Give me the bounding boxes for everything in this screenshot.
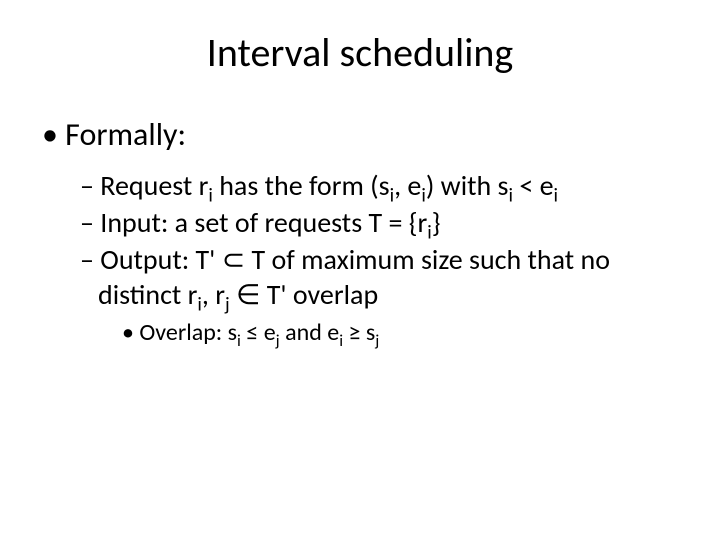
bullet-level3-item: Overlap: si ≤ ej and ei ≥ sj	[138, 318, 690, 347]
bullet-level2-item: Output: T' ⊂ T of maximum size such that…	[98, 242, 690, 312]
bullet-level2-item: Input: a set of requests T = {ri}	[98, 205, 690, 240]
bullet-level1: Formally:	[42, 115, 690, 154]
slide-title: Interval scheduling	[30, 28, 690, 77]
bullet-level2-item: Request ri has the form (si, ei) with si…	[98, 168, 690, 203]
